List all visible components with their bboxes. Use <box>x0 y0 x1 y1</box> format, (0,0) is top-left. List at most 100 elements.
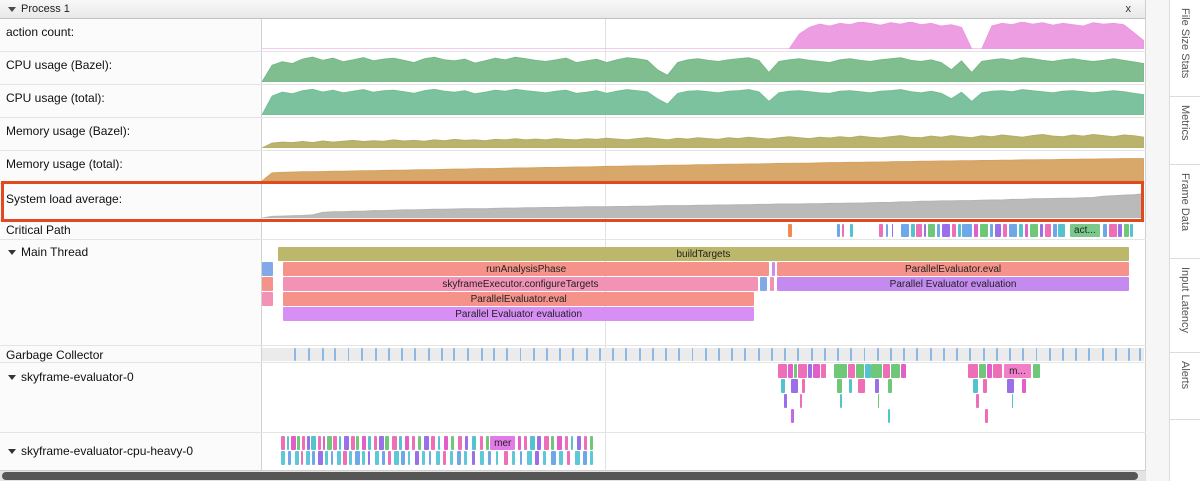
main-thread-lane-0[interactable]: buildTargets <box>262 247 1144 261</box>
trace-slice[interactable]: mer <box>490 436 516 450</box>
trace-tick[interactable] <box>385 436 389 450</box>
trace-tick[interactable] <box>404 436 410 450</box>
trace-tick[interactable] <box>486 436 489 450</box>
gc-tick[interactable] <box>717 348 720 361</box>
gc-tick[interactable] <box>942 348 945 361</box>
gc-tick[interactable] <box>638 348 641 361</box>
trace-tick[interactable] <box>842 224 845 237</box>
gc-tick[interactable] <box>466 348 469 361</box>
gc-tick[interactable] <box>850 348 853 361</box>
trace-tick[interactable] <box>517 436 522 450</box>
trace-tick[interactable] <box>437 436 441 450</box>
trace-tick[interactable] <box>865 364 871 378</box>
trace-tick[interactable] <box>543 451 546 465</box>
trace-tick[interactable] <box>972 379 979 393</box>
trace-tick[interactable] <box>791 379 799 393</box>
trace-tick[interactable] <box>511 451 516 465</box>
trace-tick[interactable] <box>311 436 316 450</box>
trace-tick[interactable] <box>888 409 890 423</box>
trace-tick[interactable] <box>879 224 883 237</box>
trace-tick[interactable] <box>424 436 429 450</box>
trace-tick[interactable] <box>443 436 449 450</box>
gc-tick[interactable] <box>665 348 667 361</box>
gc-tick[interactable] <box>784 348 787 361</box>
trace-tick[interactable] <box>535 451 539 465</box>
trace-tick[interactable] <box>407 451 411 465</box>
trace-tick[interactable] <box>942 224 950 237</box>
disclosure-triangle-icon[interactable] <box>8 374 16 380</box>
trace-tick[interactable] <box>450 436 455 450</box>
trace-slice[interactable]: m... <box>1003 364 1032 378</box>
trace-tick[interactable] <box>1024 224 1029 237</box>
trace-tick[interactable] <box>1032 364 1040 378</box>
trace-tick[interactable] <box>979 224 988 237</box>
gc-tick[interactable] <box>519 348 522 361</box>
trace-tick[interactable] <box>456 451 462 465</box>
vertical-scroll-gutter[interactable] <box>1146 0 1170 481</box>
trace-tick[interactable] <box>414 451 419 465</box>
tab-file-size-stats[interactable]: File Size Stats <box>1170 0 1200 97</box>
gc-tick[interactable] <box>1048 348 1051 361</box>
trace-tick[interactable] <box>1045 224 1052 237</box>
trace-tick[interactable] <box>1118 224 1122 237</box>
gc-tick[interactable] <box>903 348 906 361</box>
gc-tick[interactable] <box>612 348 615 361</box>
gc-tick[interactable] <box>413 348 416 361</box>
gc-tick[interactable] <box>374 348 377 361</box>
trace-slice[interactable]: Parallel Evaluator evaluation <box>777 277 1129 291</box>
trace-tick[interactable] <box>330 451 334 465</box>
gc-tick[interactable] <box>625 348 628 361</box>
trace-tick[interactable] <box>421 451 426 465</box>
trace-tick[interactable] <box>801 379 806 393</box>
trace-tick[interactable] <box>464 436 469 450</box>
trace-tick[interactable] <box>379 436 384 450</box>
trace-tick[interactable] <box>787 224 793 237</box>
trace-tick[interactable] <box>262 277 274 291</box>
gc-tick[interactable] <box>1114 348 1117 361</box>
gc-tick[interactable] <box>572 348 575 361</box>
gc-tick[interactable] <box>1035 348 1038 361</box>
trace-tick[interactable] <box>367 436 372 450</box>
trace-tick[interactable] <box>361 436 367 450</box>
main-thread-lane-2[interactable]: skyframeExecutor.configureTargets Paralle… <box>262 277 1144 291</box>
evaluator0-lane-0[interactable]: m... <box>262 364 1144 378</box>
gc-tick[interactable] <box>678 348 681 361</box>
gc-tick[interactable] <box>744 348 747 361</box>
disclosure-triangle-icon[interactable] <box>8 448 16 454</box>
gc-tick[interactable] <box>731 348 734 361</box>
trace-tick[interactable] <box>463 451 468 465</box>
trace-tick[interactable] <box>890 364 900 378</box>
evaluator-cpu-lane-0[interactable]: mer <box>262 436 1144 450</box>
trace-tick[interactable] <box>349 451 352 465</box>
trace-tick[interactable] <box>858 379 866 393</box>
trace-tick[interactable] <box>983 379 987 393</box>
trace-tick[interactable] <box>987 364 993 378</box>
gc-tick[interactable] <box>293 348 296 361</box>
trace-tick[interactable] <box>356 436 359 450</box>
trace-tick[interactable] <box>567 451 570 465</box>
trace-slice[interactable]: ParallelEvaluator.eval <box>283 292 755 306</box>
trace-tick[interactable] <box>503 451 509 465</box>
tab-input-latency[interactable]: Input Latency <box>1170 259 1200 353</box>
trace-tick[interactable] <box>355 451 360 465</box>
trace-tick[interactable] <box>771 262 776 276</box>
trace-tick[interactable] <box>523 436 527 450</box>
trace-tick[interactable] <box>557 436 562 450</box>
trace-tick[interactable] <box>1123 224 1129 237</box>
gc-tick[interactable] <box>427 348 430 361</box>
gc-tick[interactable] <box>1138 348 1141 361</box>
trace-tick[interactable] <box>281 436 285 450</box>
gc-tick[interactable] <box>691 348 694 361</box>
main-thread-lane-1[interactable]: runAnalysisPhase ParallelEvaluator.eval <box>262 262 1144 276</box>
trace-tick[interactable] <box>317 436 322 450</box>
cpu-bazel-track[interactable] <box>262 55 1144 82</box>
critical-path-lane[interactable]: act... <box>262 224 1144 237</box>
trace-tick[interactable] <box>576 436 582 450</box>
gc-tick[interactable] <box>388 348 391 361</box>
trace-tick[interactable] <box>985 409 988 423</box>
gc-tick[interactable] <box>401 348 404 361</box>
gc-tick[interactable] <box>876 348 879 361</box>
trace-tick[interactable] <box>262 292 274 306</box>
trace-tick[interactable] <box>374 436 377 450</box>
evaluator0-lane-2[interactable] <box>262 394 1144 408</box>
